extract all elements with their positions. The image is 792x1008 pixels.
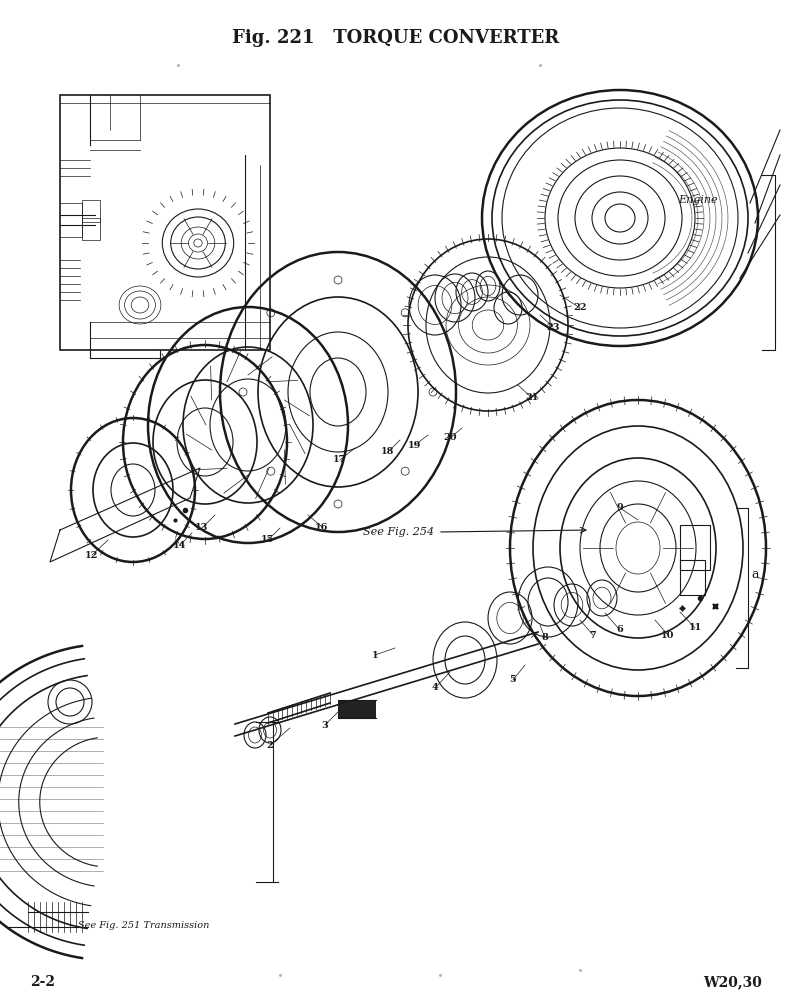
Text: 19: 19 bbox=[409, 440, 421, 450]
Text: 23: 23 bbox=[546, 323, 560, 332]
Bar bbox=[60, 95, 270, 350]
Text: 1: 1 bbox=[371, 650, 379, 659]
Text: 14: 14 bbox=[173, 540, 187, 549]
Text: 2-2: 2-2 bbox=[30, 975, 55, 989]
Text: 17: 17 bbox=[333, 456, 347, 465]
FancyBboxPatch shape bbox=[338, 700, 376, 718]
Text: 21: 21 bbox=[525, 393, 539, 402]
Text: See Fig. 251 Transmission: See Fig. 251 Transmission bbox=[78, 920, 209, 929]
Text: 20: 20 bbox=[444, 433, 457, 443]
Text: 5: 5 bbox=[509, 675, 516, 684]
Bar bbox=[680, 525, 710, 570]
Text: 16: 16 bbox=[315, 522, 329, 531]
Text: 2: 2 bbox=[267, 741, 273, 750]
Text: 15: 15 bbox=[261, 535, 275, 544]
Text: 11: 11 bbox=[688, 624, 702, 632]
Text: 10: 10 bbox=[661, 630, 675, 639]
Text: a: a bbox=[752, 569, 759, 582]
Text: 3: 3 bbox=[322, 721, 329, 730]
Bar bbox=[82, 200, 100, 222]
Text: 4: 4 bbox=[432, 683, 439, 692]
Text: 13: 13 bbox=[196, 523, 208, 532]
Bar bbox=[82, 218, 100, 240]
Text: Fig. 221   TORQUE CONVERTER: Fig. 221 TORQUE CONVERTER bbox=[232, 29, 560, 47]
Text: 6: 6 bbox=[617, 626, 623, 634]
Text: Engine: Engine bbox=[678, 195, 718, 205]
Text: W20,30: W20,30 bbox=[703, 975, 762, 989]
Text: 12: 12 bbox=[86, 550, 99, 559]
Text: 22: 22 bbox=[573, 303, 587, 312]
Text: 8: 8 bbox=[542, 633, 548, 642]
Text: See Fig. 254: See Fig. 254 bbox=[363, 527, 434, 537]
Text: 9: 9 bbox=[617, 504, 623, 512]
Bar bbox=[680, 560, 705, 595]
Text: 7: 7 bbox=[589, 630, 596, 639]
Text: 18: 18 bbox=[381, 448, 394, 457]
